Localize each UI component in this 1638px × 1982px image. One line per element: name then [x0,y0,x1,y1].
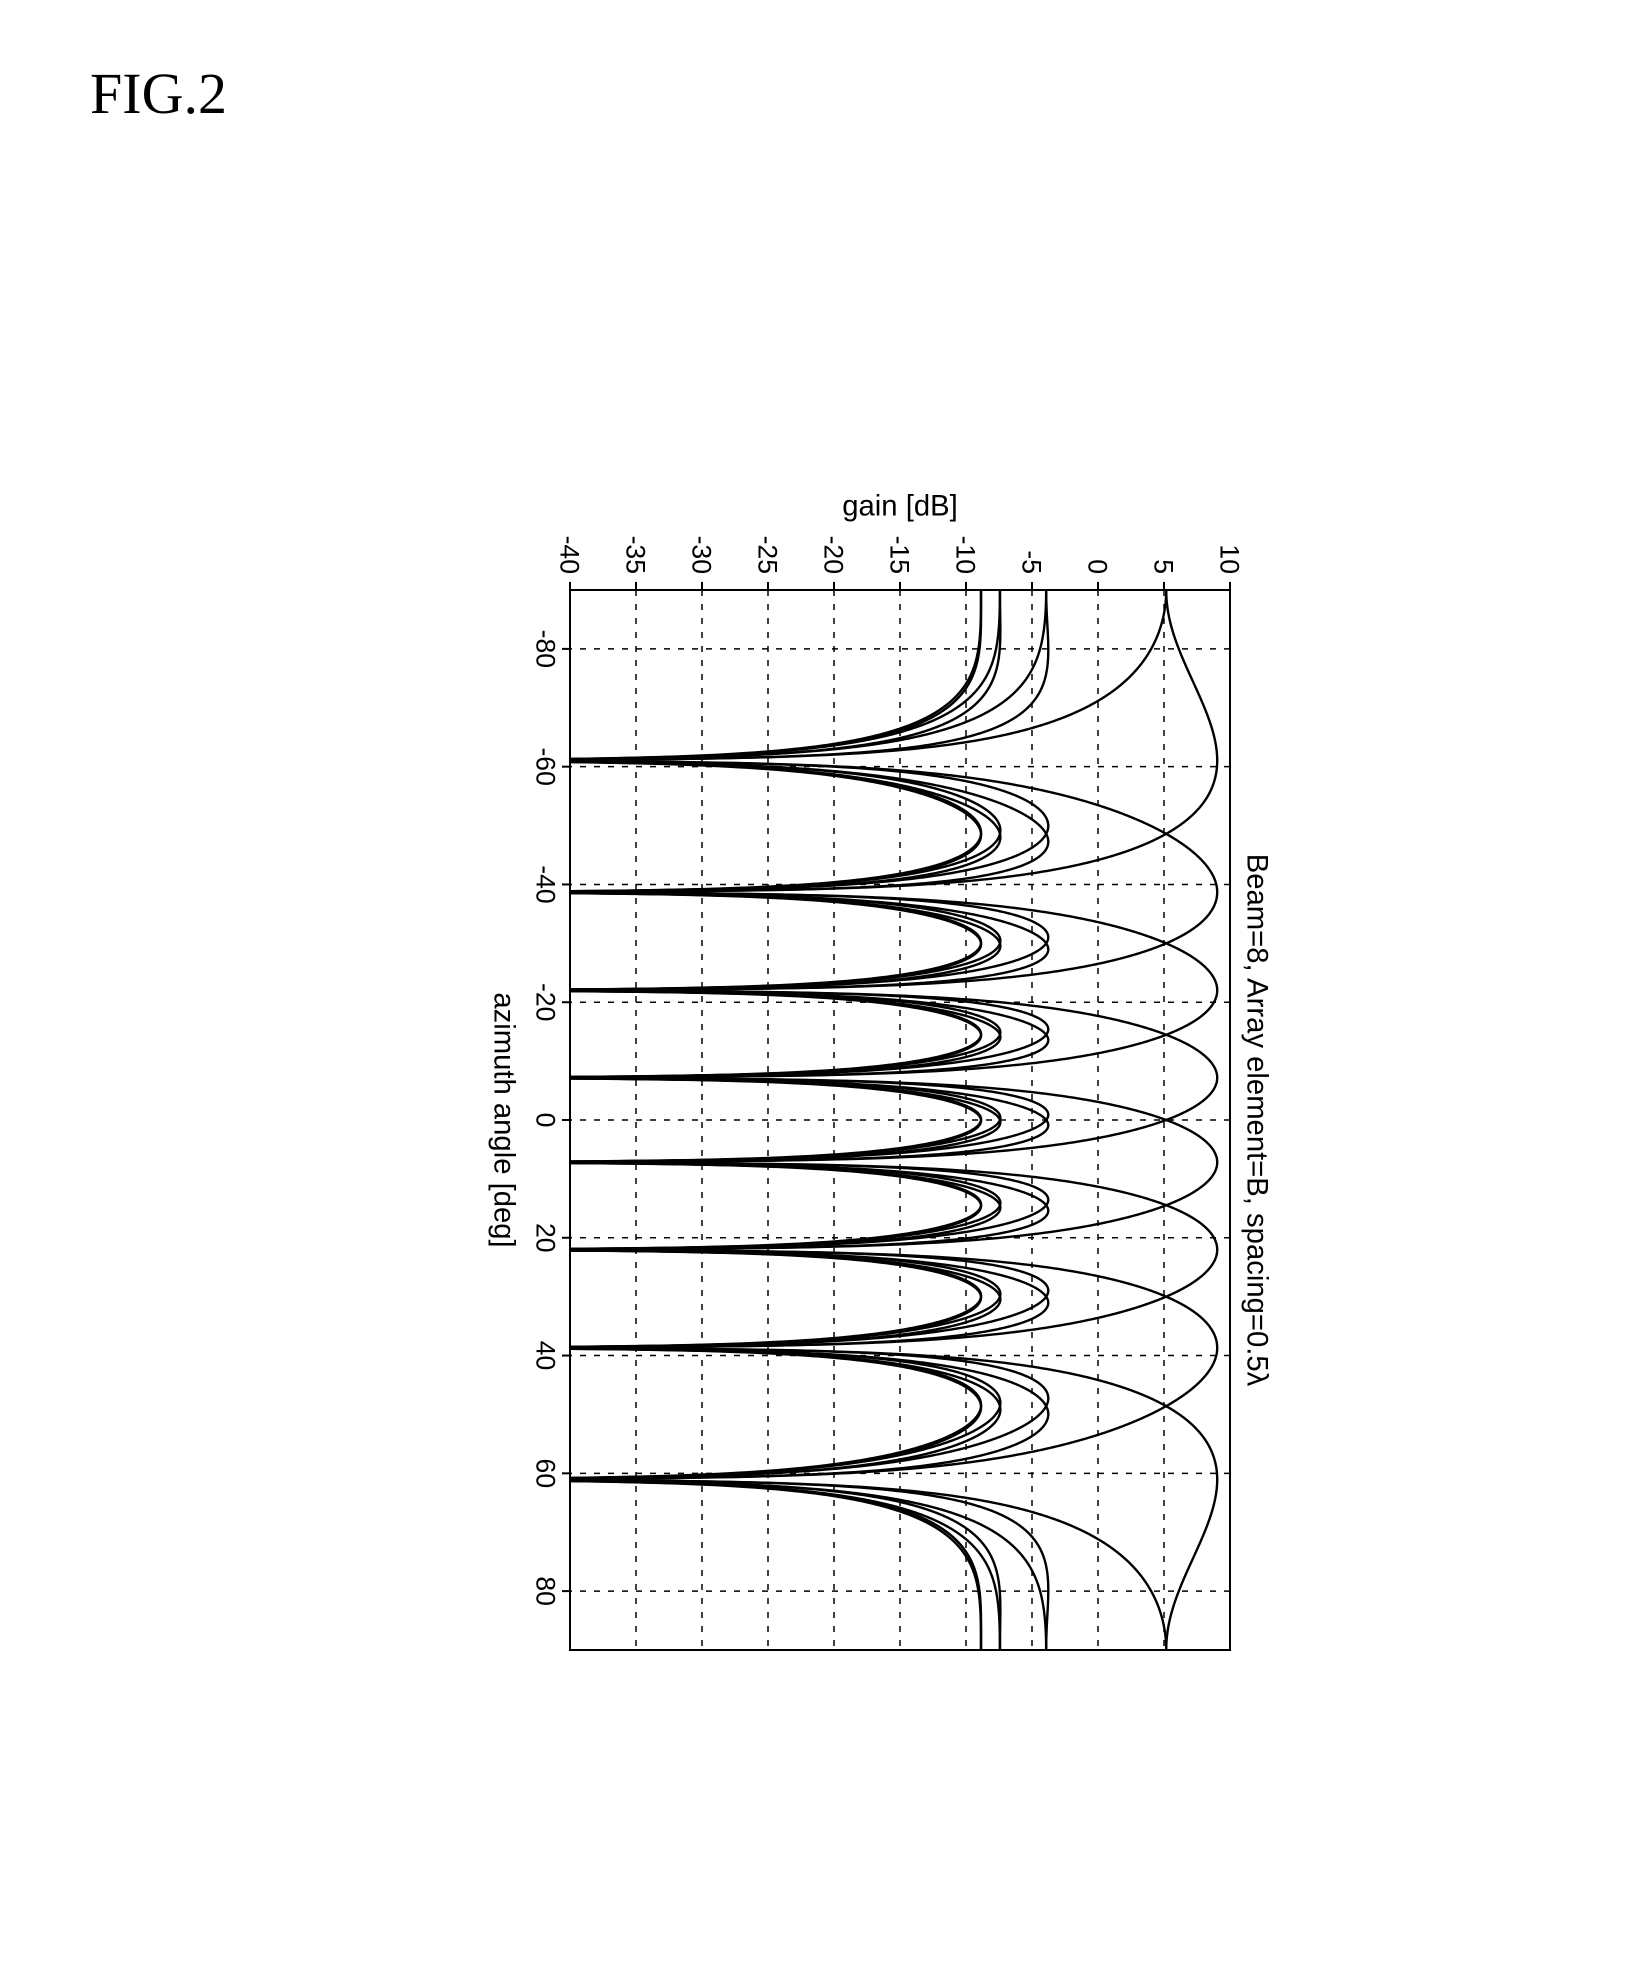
y-tick-label: -5 [1017,550,1047,574]
y-tick-label: 5 [1149,559,1179,574]
x-tick-label: 20 [531,1223,561,1253]
y-axis-label: gain [dB] [842,490,957,522]
x-tick-label: -20 [531,983,561,1021]
x-tick-label: 0 [531,1113,561,1128]
x-tick-label: -60 [531,747,561,785]
y-tick-label: 10 [1215,544,1245,574]
x-tick-label: 40 [531,1341,561,1371]
x-tick-label: -80 [531,630,561,668]
y-tick-label: -15 [885,536,915,574]
x-tick-label: 60 [531,1459,561,1489]
beam-pattern-chart: -80 -60 -40 -20 0 20 40 60 80 -40 -35 -30 -25 -20 -15 -… [470,480,1290,1680]
x-tick-label: 80 [531,1576,561,1606]
y-tick-label: 0 [1083,559,1113,574]
x-tick-label: -40 [531,865,561,903]
y-tick-label: -20 [819,536,849,574]
y-tick-label: -35 [621,536,651,574]
chart-svg: -80 -60 -40 -20 0 20 40 60 80 -40 -35 -30 -25 -20 -15 -… [470,480,1290,1680]
y-tick-label: -30 [687,536,717,574]
chart-title: Beam=8, Array element=B, spacing=0.5λ [1241,854,1273,1387]
y-tick-label: -10 [951,536,981,574]
y-tick-label: -40 [555,536,585,574]
page: FIG.2 -80-60-40-20020406080-40-35-30-25-… [0,0,1638,1982]
figure-label: FIG.2 [90,60,227,127]
x-axis-label: azimuth angle [deg] [488,992,520,1247]
y-tick-label: -25 [753,536,783,574]
